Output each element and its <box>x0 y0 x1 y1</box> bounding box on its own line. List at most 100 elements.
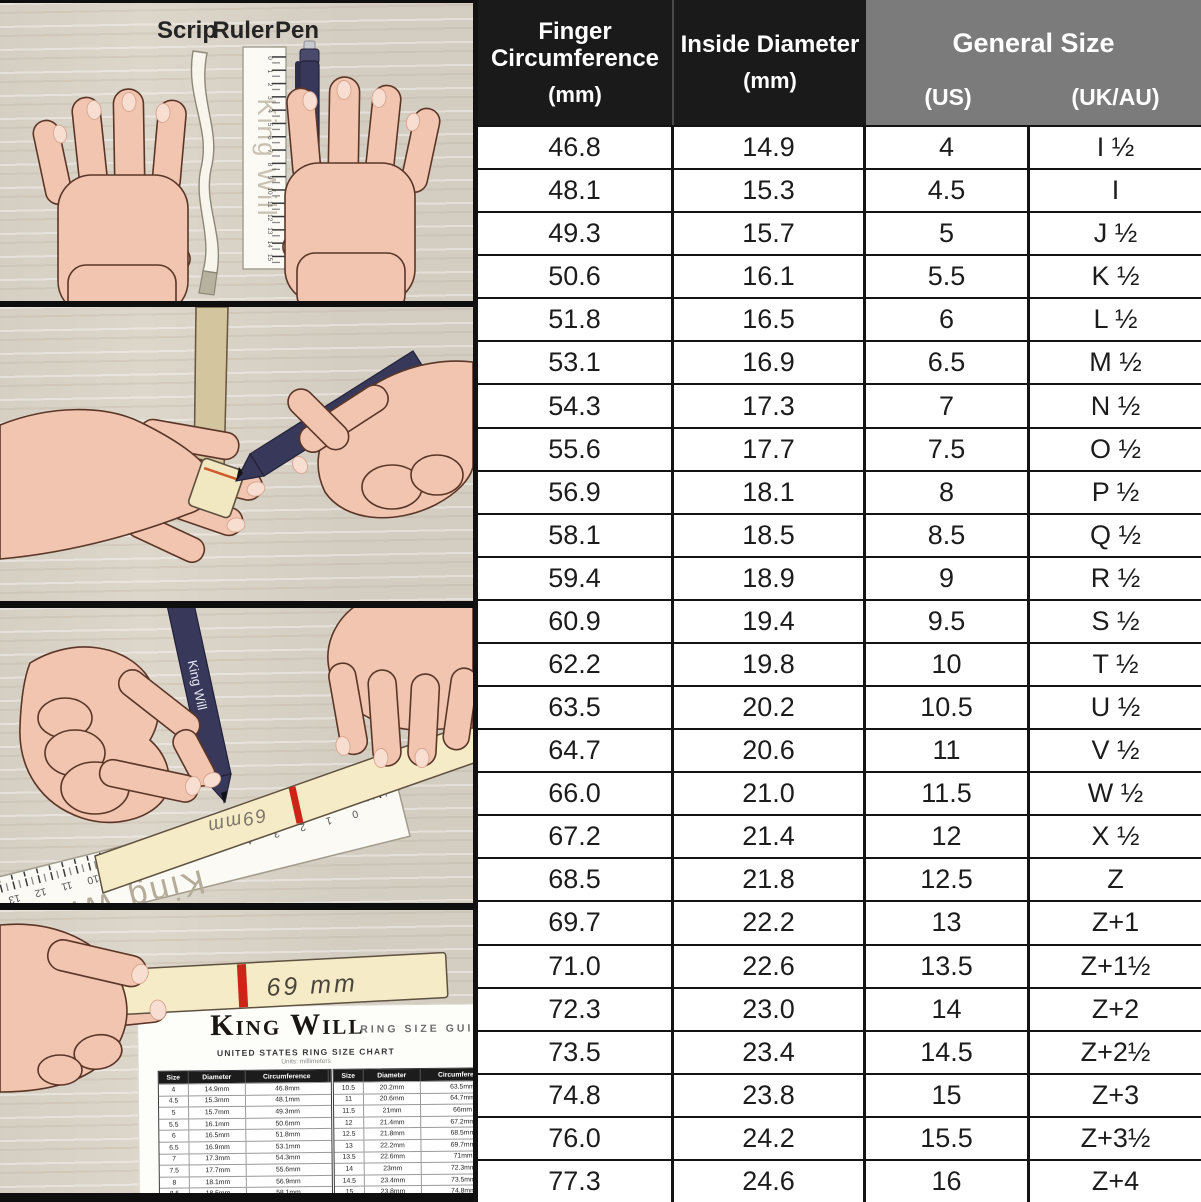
table-row: 73.5 23.4 14.5 Z+2½ <box>478 1029 1201 1073</box>
table-cell: 20.2 <box>674 687 866 729</box>
table-cell: 15 <box>866 1074 1030 1116</box>
red-mark <box>236 963 249 1008</box>
table-row: 56.9 18.1 8 P ½ <box>478 469 1201 513</box>
table-cell: 59.4 <box>478 557 674 599</box>
table-cell: 22.6 <box>674 945 866 987</box>
strip-band <box>187 457 245 519</box>
table-cell: 21.8 <box>674 859 866 901</box>
table-cell: 11.5 <box>866 773 1030 815</box>
strip-measurement-text: 69 mm <box>266 969 359 1002</box>
ruler-number: 0 <box>266 56 273 60</box>
table-cell: O ½ <box>1089 433 1142 464</box>
table-cell: 23.0 <box>674 988 866 1030</box>
table-cell: 68.5 <box>478 859 674 901</box>
table-row: 58.1 18.5 8.5 Q ½ <box>478 512 1201 556</box>
table-cell: 62.2 <box>478 643 674 686</box>
left-hand <box>19 646 222 824</box>
table-cell: Z+3 <box>1091 1079 1140 1110</box>
table-cell: 10 <box>866 643 1030 686</box>
table-cell: 16.9 <box>674 342 866 384</box>
table-cell: J ½ <box>1093 218 1138 249</box>
table-cell: 23.8 <box>674 1074 866 1116</box>
ruler-number: 5 <box>266 123 273 127</box>
table-cell: 18.1 <box>674 471 866 513</box>
table-cell: 50.6 <box>478 256 674 298</box>
header-title: Inside Diameter <box>680 31 860 58</box>
table-row: 68.5 21.8 12.5 Z <box>478 857 1201 901</box>
table-cell: 15.3 <box>674 170 866 212</box>
table-cell: 54.3 <box>478 385 674 427</box>
table-row: 59.4 18.9 9 R ½ <box>478 555 1201 599</box>
label-scrip: Scrip <box>157 17 217 44</box>
table-cell: Z+4 <box>1091 1165 1140 1196</box>
table-cell: Z <box>1107 864 1124 895</box>
header-sub-uk: (UK/AU) <box>1071 84 1160 110</box>
table-cell: 55.6 <box>478 428 674 470</box>
table-cell: 5.5 <box>866 256 1030 298</box>
table-row: 72.3 23.0 14 Z+2 <box>478 986 1201 1030</box>
ruler-number: 9 <box>266 176 273 180</box>
table-cell: 19.4 <box>674 600 866 642</box>
left-hand <box>30 87 196 301</box>
table-cell: 12 <box>866 816 1030 858</box>
table-cell: 9 <box>866 557 1030 599</box>
table-cell: 7 <box>866 385 1030 427</box>
table-cell: Z+3½ <box>1080 1122 1151 1153</box>
right-hand <box>327 608 473 768</box>
ruler-number: 11 <box>60 879 74 893</box>
table-cell: T ½ <box>1092 648 1139 679</box>
table-cell: 74.8 <box>478 1074 674 1116</box>
size-table-body: 46.8 14.9 4 I ½ 48.1 15.3 4.5 I 49.3 15.7 5 J ½ 50.6… <box>478 125 1201 1202</box>
table-cell: 21.0 <box>674 773 866 815</box>
panel-tools: Scrip Ruler Pen King Will 0 1 2 3 4 5 6 7 8 9 10 11… <box>0 3 473 301</box>
table-row: 76.0 24.2 15.5 Z+3½ <box>478 1115 1201 1159</box>
table-cell: 16 <box>866 1160 1030 1202</box>
panel-result: King Will RING SIZE GUIDE UNITED STATES … <box>0 910 473 1193</box>
table-cell: 4.5 <box>866 170 1030 212</box>
table-cell: 60.9 <box>478 600 674 642</box>
table-cell: 48.1 <box>478 170 674 212</box>
table-cell: 23.4 <box>674 1031 866 1073</box>
table-cell: 69.7 <box>478 902 674 944</box>
ruler-number: 7 <box>266 149 273 153</box>
table-cell: 11 <box>866 730 1030 772</box>
table-row: 54.3 17.3 7 N ½ <box>478 383 1201 427</box>
table-cell: K ½ <box>1091 261 1140 292</box>
table-row: 50.6 16.1 5.5 K ½ <box>478 254 1201 298</box>
table-cell: 64.7 <box>478 730 674 772</box>
table-cell: Z+2 <box>1091 993 1140 1024</box>
table-cell: 6.5 <box>866 342 1030 384</box>
header-title-line1: Finger <box>538 17 612 45</box>
table-cell: 16.1 <box>674 256 866 298</box>
header-sub-us: (US) <box>924 84 972 110</box>
table-cell: M ½ <box>1089 347 1142 378</box>
table-cell: 9.5 <box>866 600 1030 642</box>
illustration-column: Scrip Ruler Pen King Will 0 1 2 3 4 5 6 7 8 9 10 11… <box>0 0 473 1202</box>
table-cell: 56.9 <box>478 471 674 513</box>
table-row: 74.8 23.8 15 Z+3 <box>478 1072 1201 1116</box>
measured-strip: 69 mm <box>80 951 449 1018</box>
ruler-number: 2 <box>298 820 307 833</box>
header-general-size: General Size (US) (UK/AU) <box>866 0 1201 125</box>
table-cell: 8.5 <box>866 514 1030 556</box>
label-pen: Pen <box>275 17 319 44</box>
table-cell: Z+1½ <box>1080 950 1151 981</box>
table-cell: 15.7 <box>674 213 866 255</box>
wrap-illustration <box>0 307 473 564</box>
table-header: Finger Circumference (mm) Inside Diamete… <box>478 0 1201 125</box>
table-cell: 76.0 <box>478 1117 674 1159</box>
table-cell: 17.7 <box>674 428 866 470</box>
table-cell: 12.5 <box>866 859 1030 901</box>
table-cell: 51.8 <box>478 299 674 341</box>
result-illustration: 69 mm <box>0 923 449 1093</box>
table-cell: V ½ <box>1091 735 1140 766</box>
table-row: 46.8 14.9 4 I ½ <box>478 125 1201 169</box>
table-row: 64.7 20.6 11 V ½ <box>478 728 1201 772</box>
holding-hand <box>0 923 167 1093</box>
table-cell: P ½ <box>1091 476 1140 507</box>
table-cell: 72.3 <box>478 988 674 1030</box>
table-cell: 19.8 <box>674 643 866 686</box>
table-cell: 58.1 <box>478 514 674 556</box>
table-cell: S ½ <box>1091 605 1140 636</box>
